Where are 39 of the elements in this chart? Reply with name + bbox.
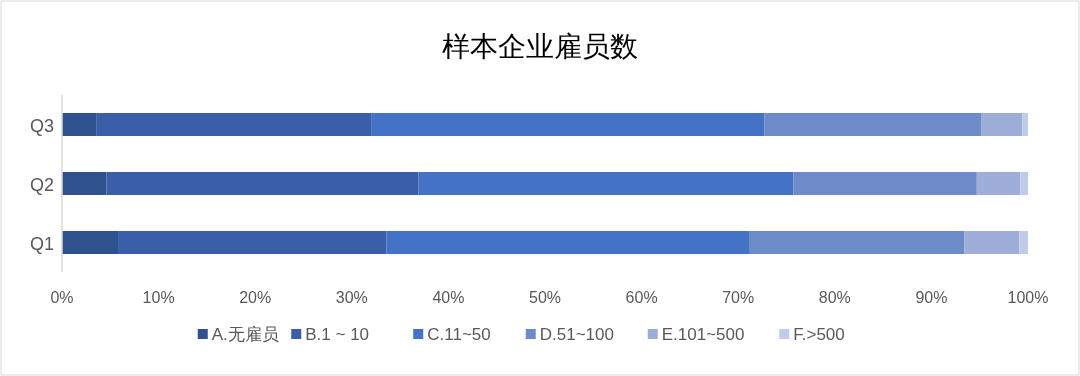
legend-label: B.1 ~ 10 <box>305 325 370 344</box>
legend-label: A.无雇员 <box>211 325 279 344</box>
bar <box>106 172 419 196</box>
bar <box>749 231 965 255</box>
x-tick-label: 40% <box>432 289 465 306</box>
x-tick-label: 100% <box>1007 289 1049 306</box>
y-tick-label: Q3 <box>29 115 54 136</box>
bar <box>386 231 750 255</box>
bar <box>418 172 794 196</box>
chart-title: 样本企业雇员数 <box>442 31 638 62</box>
bar <box>976 172 1021 196</box>
bar <box>371 113 765 137</box>
y-tick-label: Q1 <box>29 233 54 254</box>
x-tick-label: 20% <box>239 289 272 306</box>
bar <box>96 113 372 137</box>
bar <box>1020 172 1028 196</box>
legend-label: D.51~100 <box>539 325 614 344</box>
x-tick-label: 80% <box>818 289 851 306</box>
bar <box>62 172 107 196</box>
y-tick-label: Q2 <box>29 174 54 195</box>
x-tick-label: 70% <box>722 289 755 306</box>
legend-label: F.>500 <box>793 325 845 344</box>
bar <box>981 113 1023 137</box>
x-tick-label: 90% <box>915 289 948 306</box>
bar <box>118 231 387 255</box>
x-tick-label: 50% <box>528 289 562 306</box>
bar <box>62 113 97 137</box>
bar <box>764 113 982 137</box>
x-tick-label: 10% <box>142 289 175 306</box>
legend-label: E.101~500 <box>661 325 745 344</box>
x-tick-label: 0% <box>50 289 74 306</box>
bar <box>62 231 119 255</box>
legend-label: C.11~50 <box>427 325 491 344</box>
bar <box>964 231 1020 255</box>
bar <box>793 172 977 196</box>
bar <box>1022 113 1028 137</box>
bar <box>1019 231 1028 255</box>
x-tick-label: 30% <box>335 289 368 306</box>
x-tick-label: 60% <box>625 289 658 306</box>
